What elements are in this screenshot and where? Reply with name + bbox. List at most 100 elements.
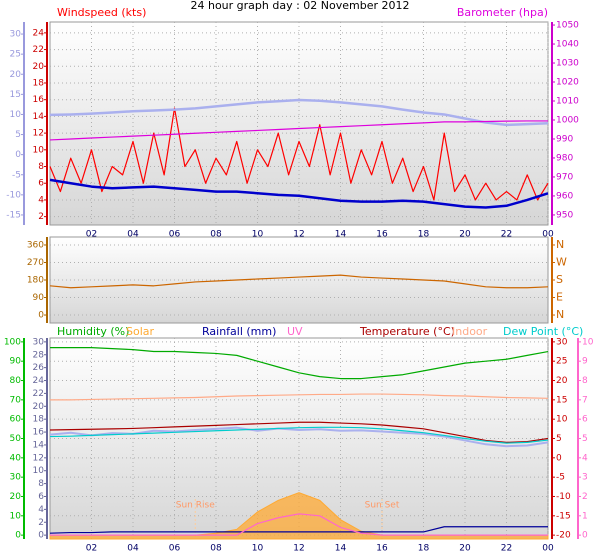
series-line [50, 513, 548, 536]
y-tick-label: 22 [33, 45, 44, 55]
x-tick-label: 18 [418, 230, 430, 240]
y-tick-label: 10 [33, 466, 45, 476]
y-tick-label: 4 [38, 505, 44, 515]
x-tick-label: 04 [127, 544, 139, 554]
y-tick-label: 28 [33, 350, 45, 360]
y-tick-label: 18 [33, 415, 45, 425]
y-tick-label: 1010 [556, 96, 579, 106]
y-tick-label: 4 [38, 195, 44, 205]
x-tick-label: 02 [86, 544, 97, 554]
x-tick-label: 20 [459, 230, 471, 240]
y-tick-label: 990 [556, 134, 573, 144]
y-tick-label: 970 [556, 172, 573, 182]
x-tick-label: 06 [169, 230, 181, 240]
y-tick-label: 20 [33, 402, 45, 412]
legend-entry: Rainfall (mm) [202, 325, 276, 338]
y-tick-label: 2 [38, 518, 44, 528]
y-tick-label: 80 [10, 376, 22, 386]
y-tick-label: -20 [556, 531, 571, 541]
series-line [49, 178, 549, 209]
y-tick-label: N [556, 308, 564, 321]
plot-area [49, 21, 549, 226]
y-tick-label: 30 [556, 337, 568, 347]
x-tick-label: 14 [335, 230, 347, 240]
y-tick-label: 25 [10, 50, 21, 60]
legend-entry: Humidity (%) [57, 325, 129, 338]
legend-entry: Windspeed (kts) [57, 6, 146, 19]
y-tick-label: 14 [33, 440, 45, 450]
legend-entry: UV [287, 325, 303, 338]
legend-entry: Indoor [452, 325, 488, 338]
series-line [49, 274, 549, 289]
y-tick-label: 6 [582, 415, 588, 425]
x-tick-label: 10 [252, 230, 264, 240]
series-line [50, 347, 549, 380]
legend-entry: Barometer (hpa) [457, 6, 548, 19]
x-tick-label: 02 [86, 230, 97, 240]
y-tick-label: 24 [33, 28, 45, 38]
chart-title: 24 hour graph day : 02 November 2012 [190, 0, 409, 12]
y-tick-label: 20 [556, 376, 568, 386]
x-tick-label: 22 [501, 544, 512, 554]
y-tick-label: -10 [556, 492, 571, 502]
series-line [49, 421, 549, 443]
y-tick-label: 0 [15, 531, 21, 541]
y-tick-label: N [556, 238, 564, 251]
annotation: Sun Set [365, 501, 400, 511]
y-tick-label: 6 [38, 179, 44, 189]
y-tick-label: 7 [582, 395, 588, 405]
y-tick-label: 100 [4, 337, 21, 347]
y-tick-label: -15 [556, 511, 571, 521]
y-tick-label: -10 [6, 190, 21, 200]
series-line [49, 120, 548, 141]
y-tick-label: 30 [10, 30, 22, 40]
y-tick-label: 70 [10, 395, 22, 405]
y-tick-label: 15 [556, 395, 567, 405]
y-tick-label: -5 [12, 170, 21, 180]
y-tick-label: 50 [10, 434, 22, 444]
y-tick-label: 5 [556, 434, 562, 444]
x-tick-label: 00 [542, 230, 554, 240]
y-tick-label: 2 [38, 212, 44, 222]
y-tick-label: 12 [33, 453, 44, 463]
y-tick-label: 14 [33, 112, 45, 122]
y-tick-label: 270 [27, 258, 44, 268]
x-tick-label: 04 [127, 230, 139, 240]
y-tick-label: 1030 [556, 59, 579, 69]
y-tick-label: 22 [33, 389, 44, 399]
y-tick-label: 12 [33, 129, 44, 139]
y-tick-label: 8 [38, 479, 44, 489]
y-tick-label: 10 [10, 110, 22, 120]
x-tick-label: 22 [501, 230, 512, 240]
x-tick-label: 12 [293, 544, 304, 554]
y-tick-label: 30 [33, 337, 45, 347]
series-line [49, 426, 549, 444]
y-tick-label: 26 [33, 363, 45, 373]
x-tick-label: 06 [169, 544, 181, 554]
x-tick-label: 08 [210, 544, 222, 554]
x-tick-label: 00 [542, 544, 554, 554]
series-line [49, 98, 549, 127]
y-tick-label: 10 [10, 511, 22, 521]
legend-entry: Solar [126, 325, 155, 338]
y-tick-label: 950 [556, 210, 573, 220]
y-tick-label: 1000 [556, 115, 579, 125]
y-tick-label: 1020 [556, 78, 579, 88]
y-tick-label: 5 [15, 130, 21, 140]
y-tick-label: 25 [556, 357, 567, 367]
y-tick-label: 5 [582, 434, 588, 444]
y-tick-label: 0 [38, 311, 44, 321]
y-tick-label: 960 [556, 191, 573, 201]
x-tick-label: 12 [293, 230, 304, 240]
y-tick-label: E [556, 291, 563, 304]
y-tick-label: 20 [33, 62, 45, 72]
y-tick-label: 1040 [556, 40, 579, 50]
y-tick-label: 16 [33, 428, 45, 438]
series-line [50, 393, 549, 401]
series-line [49, 107, 549, 201]
y-tick-label: 10 [33, 145, 45, 155]
x-tick-label: 16 [376, 230, 388, 240]
y-tick-label: 16 [33, 95, 45, 105]
y-tick-label: 8 [38, 162, 44, 172]
